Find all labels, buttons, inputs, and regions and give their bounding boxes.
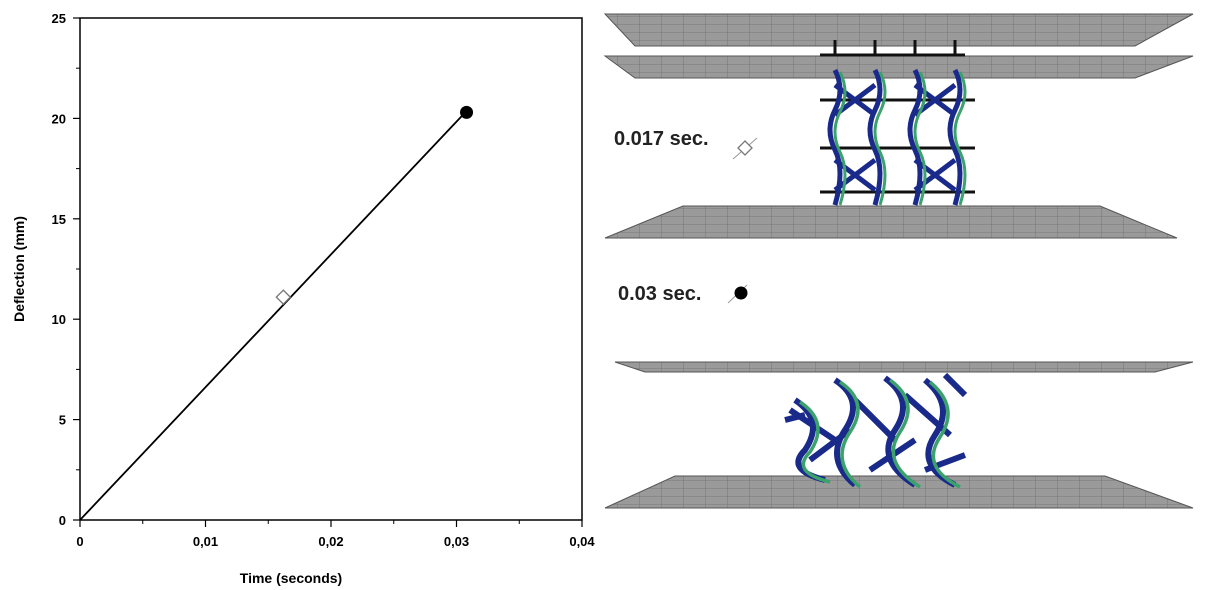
x-axis-title: Time (seconds) xyxy=(240,570,342,586)
y-tick-label: 15 xyxy=(52,212,66,227)
x-tick-label: 0,01 xyxy=(193,534,218,549)
deflection-line xyxy=(79,107,470,521)
bottom-plate-lower xyxy=(604,475,1194,509)
simulation-scene xyxy=(603,13,1194,509)
label-003-text: 0.03 sec. xyxy=(618,283,702,305)
bottom-plate-upper xyxy=(614,361,1194,373)
x-tick-label: 0,02 xyxy=(318,534,343,549)
label-0017-sec: 0.017 sec. xyxy=(614,128,709,151)
label-0017-text: 0.017 sec. xyxy=(614,128,709,150)
y-tick-label: 20 xyxy=(52,111,66,126)
y-tick-label: 0 xyxy=(59,513,66,528)
lattice-structure-compressed xyxy=(784,372,968,489)
circle-marker-icon xyxy=(734,286,748,300)
label-003-sec: 0.03 sec. xyxy=(618,283,701,306)
y-tick-label: 5 xyxy=(59,413,66,428)
y-axis-title: Deflection (mm) xyxy=(11,216,27,322)
x-tick-label: 0 xyxy=(76,534,83,549)
diamond-marker-icon xyxy=(737,140,753,156)
marker-open-diamond xyxy=(275,289,292,306)
y-tick-label: 10 xyxy=(52,312,66,327)
y-tick-label: 25 xyxy=(52,11,66,26)
plot-frame xyxy=(79,17,583,521)
x-tick-label: 0,03 xyxy=(444,534,469,549)
deflection-chart: 0 0,01 0,02 0,03 0,04 0 5 10 15 20 25 Time (seconds… xyxy=(11,11,595,586)
marker-filled-circle xyxy=(460,105,474,119)
top-plate-bottom xyxy=(604,205,1178,239)
x-tick-label: 0,04 xyxy=(569,534,595,549)
lattice-structure-initial xyxy=(820,40,975,206)
top-plate-upper xyxy=(603,13,1194,47)
top-plate-middle xyxy=(603,55,1194,79)
